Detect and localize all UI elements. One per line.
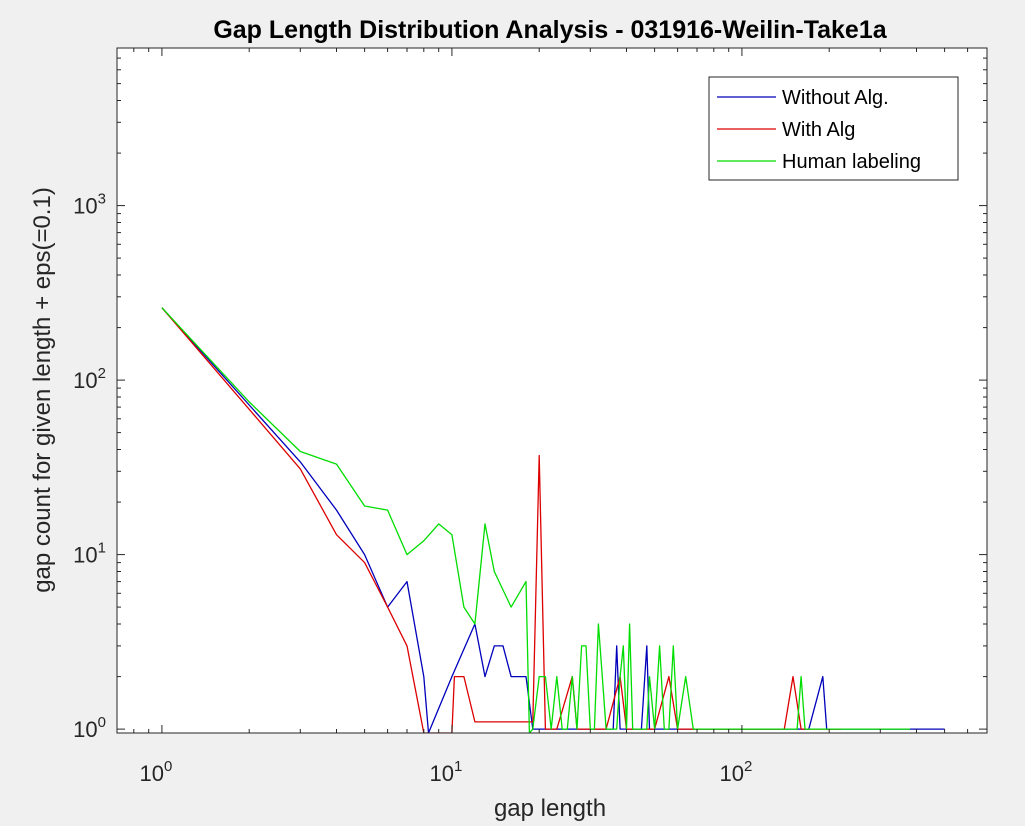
- series-line-3: [161, 307, 911, 733]
- y-tick-labels: 100 101 102 103: [73, 191, 106, 743]
- y-axis-label: gap count for given length + eps(=0.1): [29, 187, 56, 593]
- y-tick-label: 103: [73, 191, 106, 219]
- legend-label-2: With Alg: [782, 119, 855, 141]
- x-tick-labels: 100 101 102: [140, 758, 753, 786]
- legend: Without Alg. With Alg Human labeling: [708, 76, 959, 181]
- legend-label-3: Human labeling: [782, 151, 921, 173]
- series-line-1: [161, 307, 945, 733]
- x-tick-label: 102: [720, 758, 753, 786]
- x-tick-label: 100: [140, 758, 173, 786]
- y-tick-label: 101: [73, 540, 106, 568]
- legend-label-1: Without Alg.: [782, 87, 889, 109]
- axes-box: [116, 47, 988, 734]
- major-ticks: [117, 48, 987, 733]
- legend-entries: Without Alg. With Alg Human labeling: [717, 87, 921, 173]
- y-tick-label: 100: [73, 714, 106, 742]
- x-tick-label: 101: [430, 758, 463, 786]
- chart-title: Gap Length Distribution Analysis - 03191…: [213, 16, 887, 44]
- y-tick-label: 102: [73, 365, 106, 393]
- x-axis-label: gap length: [494, 795, 606, 822]
- minor-ticks: [116, 48, 987, 733]
